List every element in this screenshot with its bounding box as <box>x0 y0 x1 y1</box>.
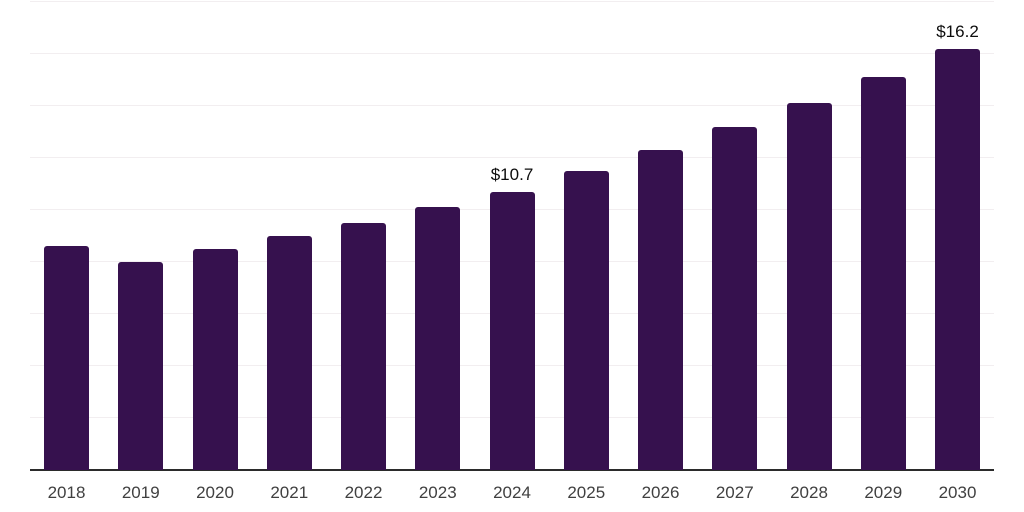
bar-2018 <box>44 246 89 470</box>
x-tick-label-2022: 2022 <box>344 483 383 502</box>
y-gridline <box>30 1 994 2</box>
y-gridline <box>30 53 994 54</box>
bar-2028 <box>786 103 832 470</box>
x-tick-label-2024: 2024 <box>493 483 531 502</box>
bar-2030 <box>935 48 980 470</box>
bar-2024 <box>489 191 535 470</box>
x-tick-label-2027: 2027 <box>715 483 754 502</box>
bar-2026 <box>638 150 683 470</box>
bar-2025 <box>563 171 609 470</box>
bar-2021 <box>266 236 312 470</box>
x-tick-label-2029: 2029 <box>864 483 903 502</box>
bar-2029 <box>860 77 906 470</box>
x-tick-label-2025: 2025 <box>567 483 606 502</box>
x-tick-label-2028: 2028 <box>790 483 828 502</box>
x-tick-label-2023: 2023 <box>418 483 457 502</box>
bar-2019 <box>118 262 164 470</box>
plot-area: $10.7 $16.2 <box>30 1 994 471</box>
x-tick-label-2019: 2019 <box>121 483 160 502</box>
x-tick-label-2026: 2026 <box>641 483 680 502</box>
bar-2020 <box>192 249 238 470</box>
x-tick-label-2018: 2018 <box>47 483 86 502</box>
bar-2027 <box>712 126 758 470</box>
bar-2022 <box>341 223 386 470</box>
x-tick-label-2021: 2021 <box>270 483 309 502</box>
y-gridline <box>30 105 994 106</box>
x-tick-label-2020: 2020 <box>196 483 234 502</box>
x-tick-label-2030: 2030 <box>938 483 977 502</box>
bar-value-label-2024: $10.7 <box>490 164 534 184</box>
bar-2023 <box>415 207 461 470</box>
y-gridline <box>30 157 994 158</box>
x-axis-line <box>30 469 994 471</box>
bar-value-label-2030: $16.2 <box>936 21 979 41</box>
